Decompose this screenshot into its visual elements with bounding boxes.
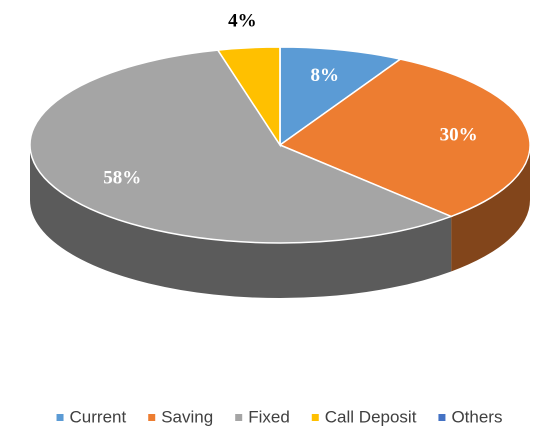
legend-marker [438, 414, 446, 421]
legend-label: Current [70, 407, 127, 426]
pie-tops [29, 46, 531, 244]
legend: Current Saving Fixed Call Deposit Others [56, 407, 502, 426]
data-label: 4% [228, 11, 257, 32]
legend-marker [235, 414, 243, 421]
pie-slice [278, 58, 531, 218]
legend-marker [311, 414, 319, 421]
data-label: 30% [440, 125, 478, 146]
pie-slice-side [30, 145, 452, 298]
legend-label: Saving [161, 407, 213, 426]
pie-sides [30, 145, 530, 298]
pie-slice [29, 49, 454, 244]
legend-label: Others [451, 407, 502, 426]
legend-label: Call Deposit [325, 407, 417, 426]
legend-label: Fixed [248, 407, 290, 426]
legend-marker [148, 414, 156, 421]
data-label: 58% [103, 167, 141, 188]
data-label: 8% [311, 65, 340, 86]
pie-slice [279, 46, 403, 147]
pie-slice-side [451, 145, 530, 272]
legend-marker [56, 414, 64, 421]
